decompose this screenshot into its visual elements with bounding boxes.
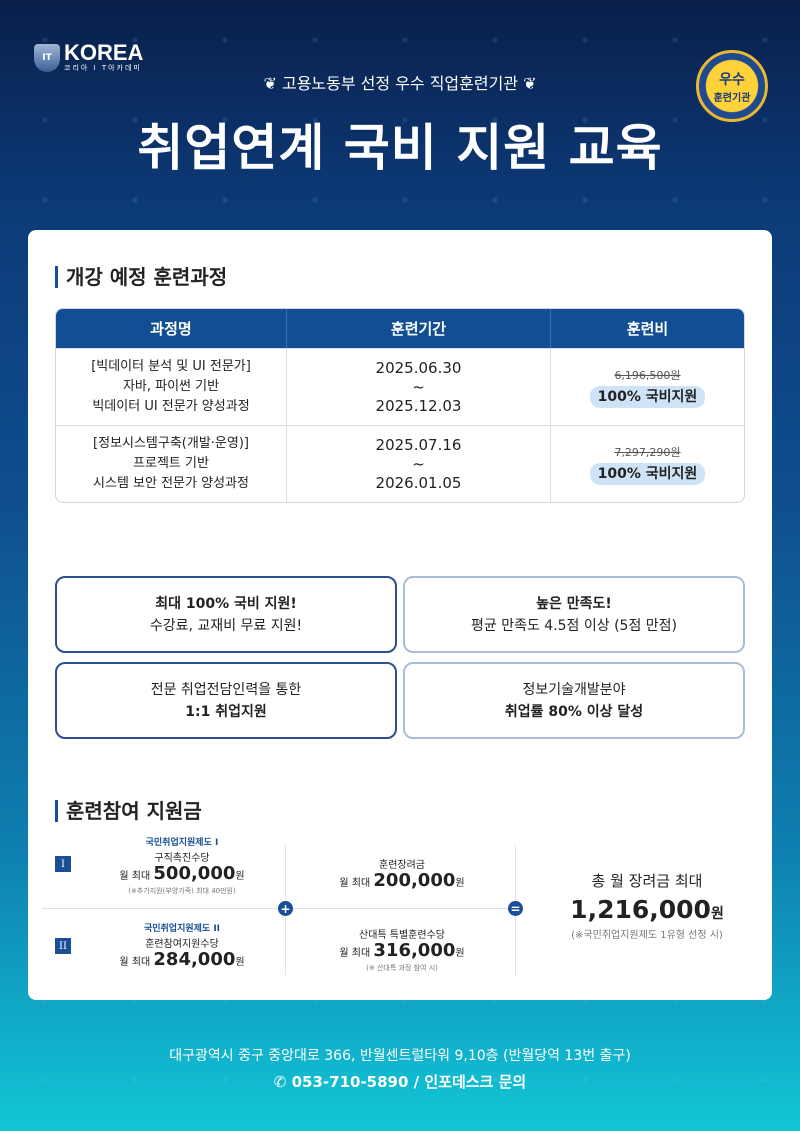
subtitle-text: 고용노동부 선정 우수 직업훈련기관 bbox=[281, 74, 519, 93]
plus-icon: + bbox=[278, 901, 293, 916]
note: (※추가지원(부양가족) 최대 40만원) bbox=[128, 887, 236, 895]
unit: 원 bbox=[235, 871, 245, 882]
course-name: [정보시스템구축(개발·운영)] bbox=[93, 436, 249, 451]
unit: 원 bbox=[710, 906, 724, 922]
prefix: 월 최대 bbox=[119, 957, 151, 968]
amount: 284,000 bbox=[153, 949, 236, 970]
subsidy-item: 훈련장려금 월 최대 200,000원 bbox=[292, 858, 512, 891]
section-title: 개강 예정 훈련과정 bbox=[55, 266, 227, 288]
date-sep: ~ bbox=[412, 377, 425, 396]
subsidy-item: 국민취업지원제도 II 훈련참여지원수당 월 최대 284,000원 bbox=[82, 922, 282, 970]
divider bbox=[42, 908, 512, 909]
feature-text: 수강료, 교재비 무료 지원! bbox=[149, 617, 303, 634]
support-badge: 100% 국비지원 bbox=[589, 386, 706, 408]
amount: 500,000 bbox=[153, 863, 236, 884]
allowance-name: 구직촉진수당 bbox=[154, 853, 210, 864]
allowance-name: 산대특 특별훈련수당 bbox=[359, 930, 445, 941]
col-header: 훈련비 bbox=[551, 309, 744, 348]
total-block: 총 월 장려금 최대 1,216,000원 (※국민취업지원제도 1유형 선정 … bbox=[532, 870, 762, 941]
page-title: 취업연계 국비 지원 교육 bbox=[137, 119, 663, 177]
course-name: 시스템 보안 전문가 양성과정 bbox=[93, 476, 249, 491]
roman-one: I bbox=[55, 856, 71, 872]
course-name: 프로젝트 기반 bbox=[133, 456, 209, 471]
feature-box: 전문 취업전담인력을 통한 1:1 취업지원 bbox=[55, 662, 397, 739]
support-badge: 100% 국비지원 bbox=[589, 463, 706, 485]
amount: 200,000 bbox=[373, 870, 456, 891]
unit: 원 bbox=[235, 957, 245, 968]
content-card: 개강 예정 훈련과정 과정명 훈련기간 훈련비 [빅데이터 분석 및 UI 전문가]… bbox=[28, 230, 772, 1000]
program-name: 국민취업지원제도 I bbox=[145, 838, 219, 848]
logo: IT KOREA 코리아 I T아카데미 bbox=[34, 40, 144, 73]
date-sep: ~ bbox=[412, 454, 425, 473]
col-header: 훈련기간 bbox=[287, 309, 551, 348]
subsidy-item: 국민취업지원제도 I 구직촉진수당 월 최대 500,000원 (※추가지원(부… bbox=[82, 836, 282, 899]
prefix: 월 최대 bbox=[119, 871, 151, 882]
feature-title: 1:1 취업지원 bbox=[185, 703, 267, 720]
feature-box: 최대 100% 국비 지원! 수강료, 교재비 무료 지원! bbox=[55, 576, 397, 653]
prefix: 월 최대 bbox=[339, 878, 371, 889]
total-amount: 1,216,000 bbox=[570, 895, 711, 924]
phone-line: ✆ 053-710-5890 / 인포데스크 문의 bbox=[0, 1071, 800, 1092]
end-date: 2026.01.05 bbox=[375, 473, 462, 492]
start-date: 2025.07.16 bbox=[375, 435, 462, 454]
total-note: (※국민취업지원제도 1유형 선정 시) bbox=[571, 930, 723, 941]
subsidy-item: 산대특 특별훈련수당 월 최대 316,000원 (※ 산대특 과정 참여 시) bbox=[292, 928, 512, 976]
feature-text: 정보기술개발분야 bbox=[522, 681, 626, 698]
phone-icon: ✆ bbox=[273, 1073, 287, 1091]
feature-box: 높은 만족도! 평균 만족도 4.5점 이상 (5점 만점) bbox=[403, 576, 745, 653]
unit: 원 bbox=[455, 878, 465, 889]
course-name: [빅데이터 분석 및 UI 전문가] bbox=[91, 359, 251, 374]
roman-two: II bbox=[55, 938, 71, 954]
note: (※ 산대특 과정 참여 시) bbox=[366, 964, 438, 972]
total-label: 총 월 장려금 최대 bbox=[591, 872, 703, 890]
end-date: 2025.12.03 bbox=[375, 396, 462, 415]
amount: 316,000 bbox=[373, 940, 456, 961]
seal-line2: 훈련기관 bbox=[713, 92, 751, 104]
start-date: 2025.06.30 bbox=[375, 358, 462, 377]
feature-text: 평균 만족도 4.5점 이상 (5점 만점) bbox=[470, 617, 678, 634]
equals-icon: = bbox=[508, 901, 523, 916]
allowance-name: 훈련참여지원수당 bbox=[145, 939, 219, 950]
address: 대구광역시 중구 중앙대로 366, 반월센트럴타워 9,10층 (반월당역 1… bbox=[169, 1048, 631, 1064]
course-name: 빅데이터 UI 전문가 양성과정 bbox=[92, 399, 250, 414]
feature-text: 전문 취업전담인력을 통한 bbox=[150, 681, 302, 698]
phone-text[interactable]: 053-710-5890 / 인포데스크 문의 bbox=[291, 1073, 527, 1091]
program-name: 국민취업지원제도 II bbox=[143, 924, 221, 934]
logo-text: KOREA bbox=[64, 40, 144, 65]
subsidy-panel: I II 국민취업지원제도 I 구직촉진수당 월 최대 500,000원 (※추… bbox=[42, 830, 762, 980]
shield-icon: IT bbox=[34, 44, 60, 72]
subtitle: ❦ 고용노동부 선정 우수 직업훈련기관 ❦ bbox=[263, 74, 537, 93]
allowance-name: 훈련장려금 bbox=[379, 860, 425, 871]
section-title: 훈련참여 지원금 bbox=[55, 800, 202, 822]
prefix: 월 최대 bbox=[339, 948, 371, 959]
feature-title: 최대 100% 국비 지원! bbox=[155, 595, 297, 612]
unit: 원 bbox=[455, 948, 465, 959]
course-name: 자바, 파이썬 기반 bbox=[122, 379, 220, 394]
col-header: 과정명 bbox=[56, 309, 287, 348]
feature-title: 취업률 80% 이상 달성 bbox=[504, 703, 644, 720]
original-price: 7,297,290원 bbox=[614, 446, 681, 459]
original-price: 6,196,500원 bbox=[614, 369, 681, 382]
seal-line1: 우수 bbox=[719, 71, 745, 88]
logo-sub: 코리아 I T아카데미 bbox=[64, 64, 142, 72]
feature-title: 높은 만족도! bbox=[536, 595, 612, 612]
